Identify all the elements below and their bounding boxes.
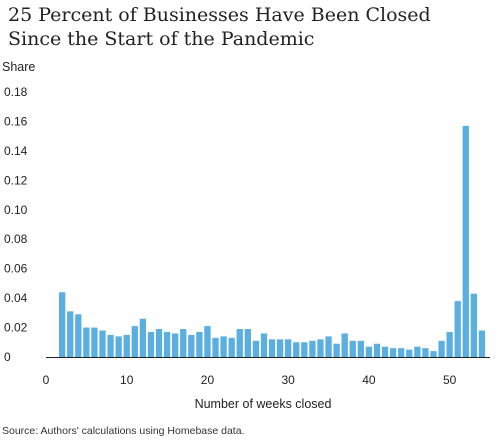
x-axis-label: Number of weeks closed [195,397,332,411]
bar [83,327,90,357]
bar [406,349,413,357]
bar [357,340,364,357]
bar [389,348,397,357]
bar [196,331,203,357]
y-tick-label: 0.06 [4,262,28,276]
bar [228,337,235,357]
x-tick-label: 0 [43,373,50,387]
bar [91,327,98,357]
y-tick-label: 0.16 [4,114,28,128]
x-tick-label: 40 [362,373,376,387]
x-tick-label: 20 [201,373,215,387]
bar [268,339,276,357]
bar [244,329,251,357]
bar [454,301,461,357]
bar [438,340,445,357]
bars [58,125,486,357]
bar [180,329,187,357]
bar [373,343,381,357]
y-tick-label: 0.10 [4,203,28,217]
bar [204,326,211,357]
x-axis-ticks: 0 10 20 30 40 50 [43,373,457,387]
bar [115,336,122,357]
bar [75,314,82,357]
y-tick-label: 0.04 [4,291,28,305]
y-tick-label: 0.08 [4,232,28,246]
y-tick-label: 0.14 [4,144,28,158]
bar [276,339,284,357]
y-tick-label: 0.18 [4,85,28,99]
bar [155,329,163,357]
y-tick-label: 0 [4,350,11,364]
bar [293,342,300,357]
bar [317,339,324,357]
bar [67,311,74,357]
y-axis-ticks: 0 0.02 0.04 0.06 0.08 0.10 0.12 0.14 0.16 0.18 [4,85,28,364]
bar [236,329,243,357]
source-note: Source: Authors' calculations using Home… [2,425,245,437]
bar [325,336,332,357]
bar [172,333,179,357]
bar [107,334,114,357]
bar [220,336,227,357]
bar [139,318,147,357]
bar [365,346,373,357]
bar [252,340,260,357]
bar [470,293,478,357]
x-tick-label: 10 [120,373,134,387]
bar [163,331,171,357]
bar [188,334,195,357]
chart-title: 25 Percent of Businesses Have Been Close… [8,4,431,50]
bar [260,333,268,357]
bar [462,125,469,357]
bar [381,346,389,357]
bar [341,333,348,357]
bar [333,343,340,357]
bar [309,340,316,357]
bar [147,331,155,357]
bar [349,340,356,357]
bar [58,292,66,357]
bar [123,334,130,357]
bar [301,342,308,357]
x-tick-label: 50 [443,373,457,387]
bar [398,348,405,357]
x-tick-label: 30 [282,373,296,387]
bar [285,339,292,357]
bar [131,326,138,357]
bar [99,330,106,357]
bar [422,348,429,357]
bar [414,346,421,357]
bar [446,331,453,357]
y-axis-label: Share [2,60,35,74]
bar [478,330,486,357]
bar [212,337,219,357]
bar [430,351,437,357]
y-tick-label: 0.02 [4,321,28,335]
y-tick-label: 0.12 [4,173,28,187]
